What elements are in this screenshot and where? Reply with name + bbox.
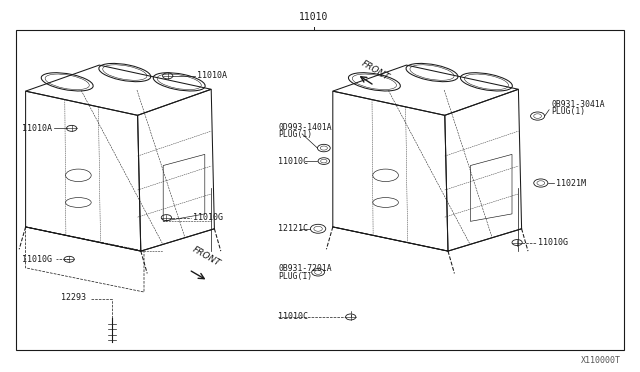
Bar [16, 30, 624, 350]
Text: 11010C: 11010C [278, 157, 308, 166]
Text: X110000T: X110000T [581, 356, 621, 365]
Text: 11010G: 11010G [22, 255, 52, 264]
Text: FRONT: FRONT [191, 246, 222, 269]
Text: 11010C: 11010C [278, 312, 308, 321]
Text: 11010A: 11010A [197, 71, 227, 80]
Text: 11010: 11010 [299, 12, 328, 22]
Text: 11010G: 11010G [193, 213, 223, 222]
Text: PLUG(1): PLUG(1) [278, 272, 312, 280]
Text: FRONT: FRONT [360, 60, 391, 83]
Text: 12121C: 12121C [278, 224, 308, 233]
Text: 0B931-3041A: 0B931-3041A [552, 100, 605, 109]
Text: 11010A: 11010A [22, 124, 52, 133]
Text: 0D993-1401A: 0D993-1401A [278, 123, 332, 132]
Text: 0B931-7201A: 0B931-7201A [278, 264, 332, 273]
Text: 12293: 12293 [61, 293, 86, 302]
Text: 11010G: 11010G [538, 238, 568, 247]
Text: PLUG(1): PLUG(1) [278, 130, 312, 139]
Text: 11021M: 11021M [556, 179, 586, 187]
Text: PLUG(1): PLUG(1) [552, 107, 586, 116]
